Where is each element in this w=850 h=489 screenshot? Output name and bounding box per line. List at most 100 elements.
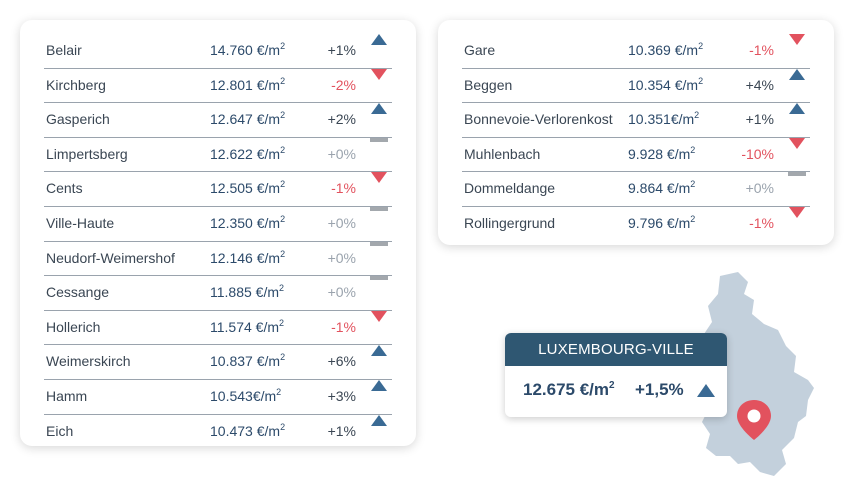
price-change: +0% bbox=[745, 180, 774, 197]
price-per-m2: 10.837 €/m2 bbox=[210, 352, 286, 370]
price-change: -1% bbox=[331, 318, 356, 335]
price-change: -1% bbox=[749, 214, 774, 231]
district-name: Gasperich bbox=[46, 111, 110, 128]
trend-indicator bbox=[370, 379, 388, 414]
price-per-m2: 10.351€/m2 bbox=[628, 110, 700, 128]
dash-icon bbox=[370, 241, 388, 246]
table-row: Cessange 11.885 €/m2 +0% bbox=[44, 276, 392, 311]
price-per-m2: 12.647 €/m2 bbox=[210, 110, 286, 128]
trend-indicator bbox=[788, 34, 806, 68]
trend-indicator bbox=[370, 68, 388, 103]
trend-indicator bbox=[788, 103, 806, 137]
table-row: Muhlenbach 9.928 €/m2 -10% bbox=[462, 137, 810, 173]
trend-indicator bbox=[370, 345, 388, 379]
summary-change: +1,5% bbox=[635, 380, 684, 399]
trend-indicator bbox=[788, 68, 806, 103]
price-per-m2: 12.622 €/m2 bbox=[210, 144, 286, 162]
table-row: Gare 10.369 €/m2 -1% bbox=[462, 34, 810, 69]
triangle-up-icon bbox=[371, 414, 387, 426]
district-name: Muhlenbach bbox=[464, 145, 541, 162]
price-per-m2: 12.505 €/m2 bbox=[210, 179, 286, 197]
trend-indicator bbox=[370, 34, 388, 68]
triangle-up-icon bbox=[371, 345, 387, 357]
district-name: Eich bbox=[46, 422, 74, 439]
price-per-m2: 11.574 €/m2 bbox=[210, 317, 285, 335]
trend-indicator bbox=[788, 206, 806, 241]
left-rows: Belair 14.760 €/m2 +1% Kirchberg 12.801 €/m2… bbox=[44, 34, 392, 448]
price-per-m2: 10.354 €/m2 bbox=[628, 75, 704, 93]
price-change: +6% bbox=[327, 353, 356, 370]
price-per-m2: 10.473 €/m2 bbox=[210, 421, 286, 439]
triangle-down-icon bbox=[371, 310, 387, 322]
district-name: Kirchberg bbox=[46, 76, 106, 93]
trend-indicator bbox=[788, 137, 806, 172]
dash-icon bbox=[370, 276, 388, 281]
district-price-table-right: Gare 10.369 €/m2 -1% Beggen 10.354 €/m2 +4% Bo… bbox=[438, 20, 834, 245]
triangle-up-icon bbox=[789, 68, 805, 80]
luxembourg-ville-summary-card: LUXEMBOURG-VILLE 12.675 €/m2 +1,5% bbox=[505, 333, 727, 417]
price-change: +3% bbox=[327, 387, 356, 404]
price-per-m2: 12.801 €/m2 bbox=[210, 75, 286, 93]
district-name: Neudorf-Weimershof bbox=[46, 249, 175, 266]
price-change: +2% bbox=[327, 111, 356, 128]
triangle-up-icon bbox=[789, 103, 805, 115]
price-change: +1% bbox=[745, 111, 774, 128]
trend-indicator bbox=[370, 241, 388, 276]
summary-title: LUXEMBOURG-VILLE bbox=[505, 333, 727, 366]
district-name: Beggen bbox=[464, 76, 513, 93]
price-change: -2% bbox=[331, 76, 356, 93]
table-row: Limpertsberg 12.622 €/m2 +0% bbox=[44, 137, 392, 173]
triangle-down-icon bbox=[371, 68, 387, 80]
table-row: Ville-Haute 12.350 €/m2 +0% bbox=[44, 206, 392, 242]
price-per-m2: 10.369 €/m2 bbox=[628, 41, 704, 59]
price-per-m2: 14.760 €/m2 bbox=[210, 41, 286, 59]
triangle-down-icon bbox=[789, 137, 805, 149]
table-row: Cents 12.505 €/m2 -1% bbox=[44, 172, 392, 207]
table-row: Neudorf-Weimershof 12.146 €/m2 +0% bbox=[44, 241, 392, 277]
triangle-down-icon bbox=[789, 34, 805, 45]
trend-indicator bbox=[370, 103, 388, 137]
district-name: Bonnevoie-Verlorenkost bbox=[464, 111, 613, 128]
dash-icon bbox=[788, 172, 806, 177]
price-change: +0% bbox=[327, 214, 356, 231]
table-row: Bonnevoie-Verlorenkost 10.351€/m2 +1% bbox=[462, 103, 810, 138]
table-row: Dommeldange 9.864 €/m2 +0% bbox=[462, 172, 810, 207]
triangle-up-icon bbox=[371, 103, 387, 115]
right-rows: Gare 10.369 €/m2 -1% Beggen 10.354 €/m2 +4% Bo… bbox=[462, 34, 810, 241]
price-per-m2: 11.885 €/m2 bbox=[210, 283, 285, 301]
table-row: Gasperich 12.647 €/m2 +2% bbox=[44, 103, 392, 138]
price-change: -10% bbox=[741, 145, 774, 162]
triangle-down-icon bbox=[371, 172, 387, 184]
price-per-m2: 12.350 €/m2 bbox=[210, 213, 286, 231]
district-name: Dommeldange bbox=[464, 180, 556, 197]
table-row: Weimerskirch 10.837 €/m2 +6% bbox=[44, 345, 392, 380]
district-name: Cents bbox=[46, 180, 83, 197]
table-row: Kirchberg 12.801 €/m2 -2% bbox=[44, 68, 392, 104]
table-row: Belair 14.760 €/m2 +1% bbox=[44, 34, 392, 69]
triangle-up-icon bbox=[371, 34, 387, 45]
price-per-m2: 9.864 €/m2 bbox=[628, 179, 696, 197]
summary-price: 12.675 €/m2 bbox=[523, 380, 615, 399]
price-change: +0% bbox=[327, 145, 356, 162]
district-name: Limpertsberg bbox=[46, 145, 128, 162]
dash-icon bbox=[370, 206, 388, 211]
district-name: Cessange bbox=[46, 284, 110, 301]
district-price-table-left: Belair 14.760 €/m2 +1% Kirchberg 12.801 €/m2… bbox=[20, 20, 416, 446]
price-change: +1% bbox=[327, 42, 356, 58]
table-row: Rollingergrund 9.796 €/m2 -1% bbox=[462, 206, 810, 241]
trend-indicator bbox=[370, 172, 388, 206]
table-row: Hollerich 11.574 €/m2 -1% bbox=[44, 310, 392, 346]
map-pin-icon bbox=[737, 400, 771, 440]
table-row: Eich 10.473 €/m2 +1% bbox=[44, 414, 392, 449]
table-row: Hamm 10.543€/m2 +3% bbox=[44, 379, 392, 415]
price-per-m2: 9.928 €/m2 bbox=[628, 144, 696, 162]
trend-indicator bbox=[788, 172, 806, 206]
price-per-m2: 12.146 €/m2 bbox=[210, 248, 286, 266]
district-name: Belair bbox=[46, 42, 82, 58]
district-name: Hollerich bbox=[46, 318, 101, 335]
price-per-m2: 10.543€/m2 bbox=[210, 386, 282, 404]
triangle-down-icon bbox=[789, 206, 805, 218]
district-name: Gare bbox=[464, 42, 496, 58]
price-change: +4% bbox=[745, 76, 774, 93]
trend-indicator bbox=[370, 276, 388, 310]
